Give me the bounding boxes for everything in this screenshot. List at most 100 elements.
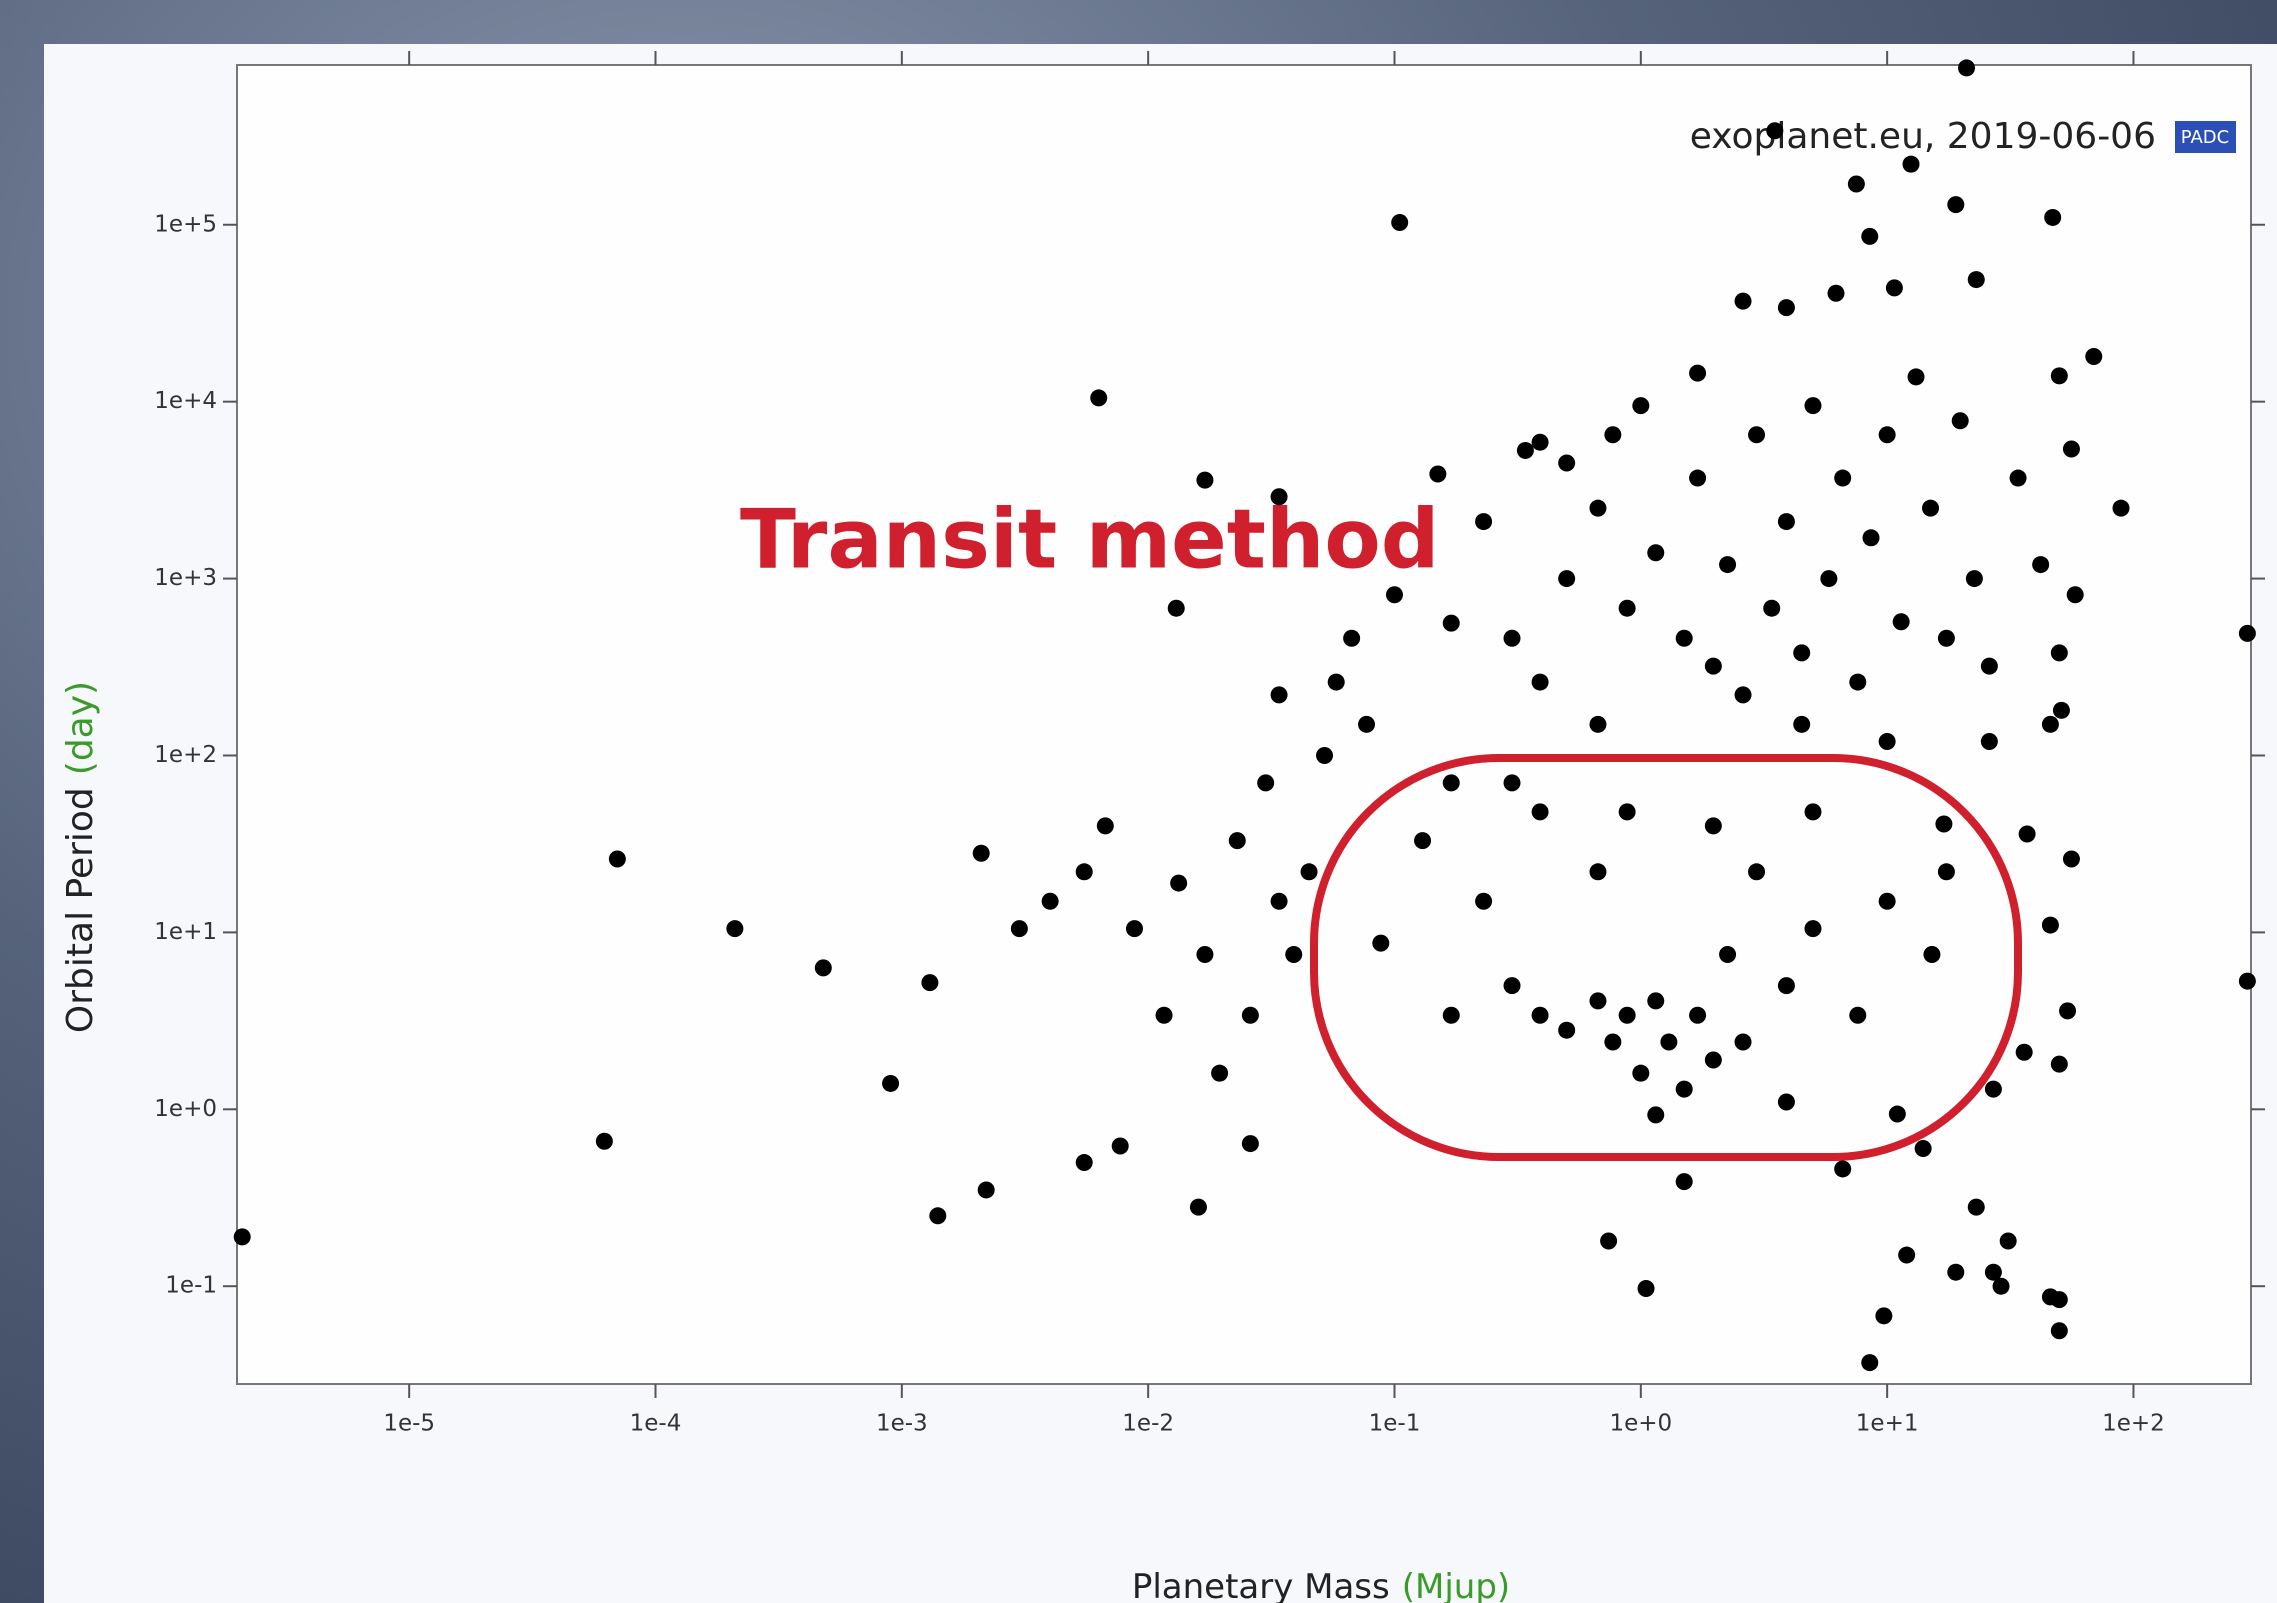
data-point xyxy=(1719,946,1736,963)
data-point xyxy=(1993,1278,2010,1295)
data-point xyxy=(1126,920,1143,937)
data-point xyxy=(1285,946,1302,963)
y-label-unit: (day) xyxy=(60,681,101,775)
data-point xyxy=(1619,1007,1636,1024)
annotation: Transit method xyxy=(740,492,1439,587)
data-point xyxy=(1343,630,1360,647)
data-point xyxy=(1156,1007,1173,1024)
data-point xyxy=(1271,686,1288,703)
data-point xyxy=(1076,863,1093,880)
data-point xyxy=(1778,977,1795,994)
x-label-unit: (Mjup) xyxy=(1402,1567,1510,1603)
x-tick-label: 1e-4 xyxy=(630,1411,682,1437)
data-point xyxy=(596,1133,613,1150)
data-point xyxy=(1168,600,1185,617)
data-point xyxy=(1804,397,1821,414)
data-point xyxy=(1589,992,1606,1009)
data-point xyxy=(1879,426,1896,443)
page: exoplanet.eu, 2019-06-06 PADC Transit me… xyxy=(0,0,2277,1603)
data-point xyxy=(1915,1140,1932,1157)
data-point xyxy=(2239,973,2256,990)
data-point xyxy=(2063,850,2080,867)
data-point xyxy=(2051,1056,2068,1073)
data-point xyxy=(1735,1034,1752,1051)
data-point xyxy=(1981,658,1998,675)
data-point xyxy=(2000,1233,2017,1250)
data-point xyxy=(1875,1307,1892,1324)
x-tick-label: 1e+1 xyxy=(1856,1411,1919,1437)
data-point xyxy=(2042,716,2059,733)
data-point xyxy=(1968,271,1985,288)
data-point xyxy=(1328,674,1345,691)
data-point xyxy=(1848,175,1865,192)
y-tick-label: 1e+3 xyxy=(154,565,217,591)
data-point xyxy=(1443,615,1460,632)
data-point xyxy=(2042,917,2059,934)
data-point xyxy=(1196,946,1213,963)
data-point xyxy=(1229,832,1246,849)
data-point xyxy=(929,1207,946,1224)
data-point xyxy=(2113,500,2130,517)
data-point xyxy=(1504,977,1521,994)
data-point xyxy=(1647,1106,1664,1123)
data-point xyxy=(1504,630,1521,647)
data-point xyxy=(1793,644,1810,661)
data-point xyxy=(609,850,626,867)
data-point xyxy=(1414,832,1431,849)
data-point xyxy=(1170,875,1187,892)
data-point xyxy=(1475,513,1492,530)
data-point xyxy=(1705,658,1722,675)
data-point xyxy=(1903,156,1920,173)
data-point xyxy=(2085,348,2102,365)
y-tick-label: 1e+5 xyxy=(154,211,217,237)
data-point xyxy=(1532,674,1549,691)
data-point xyxy=(1097,817,1114,834)
data-point xyxy=(2044,209,2061,226)
data-point xyxy=(2032,556,2049,573)
data-point xyxy=(234,1228,251,1245)
data-point xyxy=(726,920,743,937)
data-point xyxy=(1898,1247,1915,1264)
data-point xyxy=(1076,1154,1093,1171)
data-point xyxy=(1748,426,1765,443)
data-point xyxy=(1804,803,1821,820)
data-point xyxy=(1647,544,1664,561)
data-point xyxy=(882,1075,899,1092)
data-point xyxy=(1947,1264,1964,1281)
data-point xyxy=(1849,674,1866,691)
data-point xyxy=(1748,863,1765,880)
data-point xyxy=(1886,279,1903,296)
data-point xyxy=(1589,500,1606,517)
data-point xyxy=(1922,500,1939,517)
data-point xyxy=(1042,893,1059,910)
data-point xyxy=(2051,1322,2068,1339)
data-point xyxy=(2019,825,2036,842)
data-point xyxy=(1604,426,1621,443)
data-point xyxy=(2063,441,2080,458)
data-point xyxy=(1660,1034,1677,1051)
data-point xyxy=(1604,1034,1621,1051)
data-point xyxy=(1196,472,1213,489)
data-point xyxy=(1966,570,1983,587)
data-point xyxy=(1947,196,1964,213)
data-point xyxy=(1958,59,1975,76)
data-point xyxy=(2059,1002,2076,1019)
data-point xyxy=(1443,1007,1460,1024)
chart: exoplanet.eu, 2019-06-06 PADC Transit me… xyxy=(0,0,2277,1603)
data-point xyxy=(1861,1354,1878,1371)
data-point xyxy=(1778,1093,1795,1110)
data-point xyxy=(1778,299,1795,316)
data-point xyxy=(1804,920,1821,937)
data-point xyxy=(2051,1291,2068,1308)
data-point xyxy=(1968,1199,1985,1216)
data-point xyxy=(1600,1233,1617,1250)
data-point xyxy=(1893,613,1910,630)
data-point xyxy=(1705,817,1722,834)
data-point xyxy=(2239,625,2256,642)
x-tick-label: 1e-5 xyxy=(383,1411,435,1437)
data-point xyxy=(1532,434,1549,451)
data-point xyxy=(1863,529,1880,546)
data-point xyxy=(1981,733,1998,750)
data-point xyxy=(2016,1044,2033,1061)
data-point xyxy=(1589,863,1606,880)
